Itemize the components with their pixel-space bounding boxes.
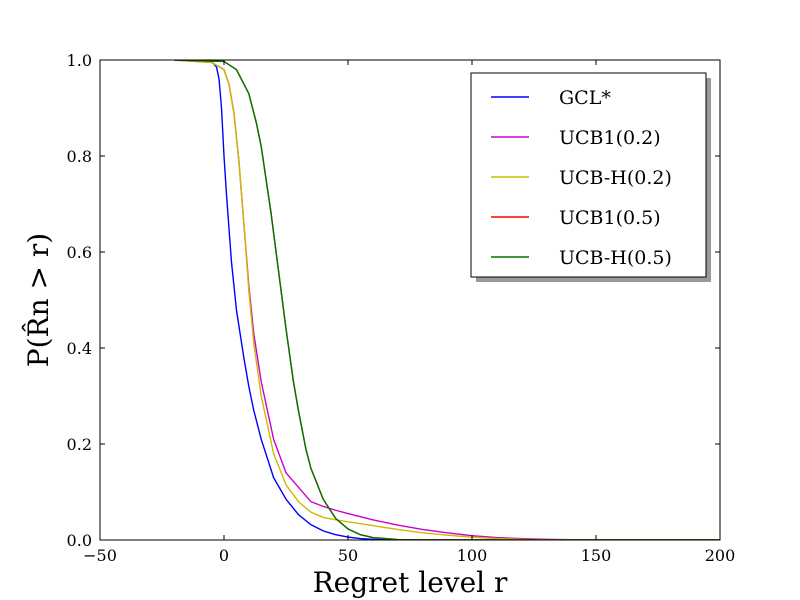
x-tick-label: 200 (705, 546, 736, 565)
x-axis-label: Regret level r (313, 566, 508, 599)
legend-label-1: UCB1(0.2) (559, 127, 661, 149)
legend: GCL* UCB1(0.2) UCB-H(0.2) UCB1(0.5) UCB-H(0.… (470, 72, 711, 282)
y-tick-label: 0.4 (67, 339, 92, 358)
y-tick-label: 0.6 (67, 243, 92, 262)
y-tick-label: 0.0 (67, 531, 92, 550)
series-line-2 (174, 60, 720, 540)
x-tick-label: 150 (581, 546, 612, 565)
y-tick-label: 0.8 (67, 147, 92, 166)
legend-label-0: GCL* (559, 87, 611, 109)
x-tick-label: 0 (219, 546, 229, 565)
y-axis-label: P(R̂n > r) (22, 233, 55, 367)
plot-frame (99, 59, 721, 541)
x-tick-label: 50 (338, 546, 358, 565)
legend-box (470, 72, 707, 278)
legend-label-2: UCB-H(0.2) (559, 167, 672, 189)
ticks-layer: −50 0 50 100 150 200 0.0 0.2 0.4 0.6 0.8 1.0 (67, 51, 736, 565)
x-tick-label: −50 (83, 546, 117, 565)
labels-layer: Regret level r P(R̂n > r) (22, 233, 508, 599)
y-tick-label: 0.2 (67, 435, 92, 454)
legend-label-4: UCB-H(0.5) (559, 247, 672, 269)
legend-label-3: UCB1(0.5) (559, 207, 661, 229)
y-tick-label: 1.0 (67, 51, 92, 70)
x-tick-label: 100 (457, 546, 488, 565)
